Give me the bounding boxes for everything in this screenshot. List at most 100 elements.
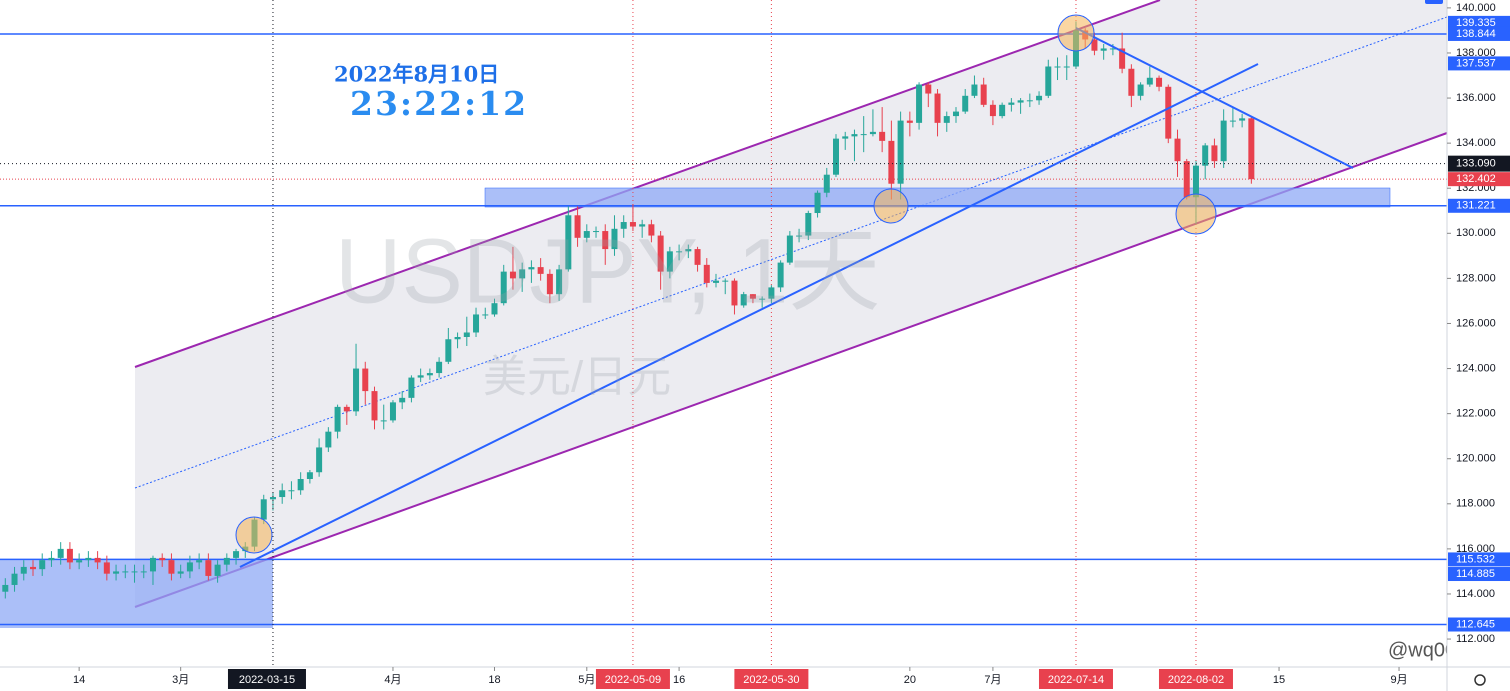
circle [1057,14,1095,52]
candle-body [1248,118,1255,180]
crosshair-y-box [1448,155,1510,172]
date-marker-label: 2022-05-30 [743,674,799,686]
candle-body [786,235,793,263]
x-tick-label: 4月 [384,674,401,686]
circle [1175,193,1217,235]
candle-body [851,134,858,137]
x-tick-label: 20 [904,674,916,686]
candle-body [925,84,932,94]
candle-body [186,562,193,572]
date-marker-label: 2022-05-09 [605,674,661,686]
candle-body [343,406,350,412]
candle-body [574,215,581,238]
y-tick-label: 112.000 [1456,633,1495,645]
candle-body [629,222,636,227]
candle-body [196,560,203,563]
candle-body [48,557,55,561]
candle-body [223,557,230,565]
candle-body [380,420,387,422]
date-marker-box [595,669,670,689]
candle-body [768,287,775,299]
channel-fill [135,0,1447,607]
candle-body [805,213,812,236]
candle-body [943,116,950,123]
y-tick-label: 114.000 [1456,588,1495,600]
candle-body [1202,145,1209,166]
date-marker-box [1038,669,1113,689]
candle-body [666,251,673,272]
subtitle: 23:22:12 [350,84,528,123]
candle-body [94,557,101,563]
crosshair-x-label: 2022-03-15 [239,674,295,686]
candle-body [1192,165,1199,198]
candle-body [1119,48,1126,69]
candle-body [639,224,646,227]
candle-body [306,472,313,480]
candle-body [546,273,553,295]
candle-body [593,231,600,233]
candle-body [906,120,913,123]
y-tick-label: 124.000 [1456,362,1496,374]
candle-body [823,174,830,193]
candle-body [1239,118,1246,121]
settings-icon[interactable] [1474,674,1486,686]
candle-body [537,267,544,274]
channel-upper [134,0,1161,368]
candle-body [860,134,867,136]
watermark-sub: 美元/日元 [483,353,671,402]
candle-body [399,397,406,403]
circle [235,516,273,554]
candle-body [1054,66,1061,68]
candle-body [1174,138,1181,162]
date-marker-label: 2022-07-14 [1048,674,1104,686]
candle-body [713,280,720,283]
candle-body [749,294,756,299]
candle-body [371,391,378,421]
candle-body [759,298,766,300]
candle-body [556,269,563,295]
candle-body [1017,100,1024,103]
price-level-box [1448,567,1510,582]
candle-body [11,573,18,585]
candle-body [1156,77,1163,87]
circle [873,188,909,224]
price-level-box [1448,56,1510,71]
channel-lower [134,132,1447,608]
candle-body [57,548,64,558]
candle-body [260,499,267,520]
candle-body [879,131,886,141]
candle-body [454,336,461,340]
candle-body [214,564,221,576]
candle-body [113,571,120,574]
candle-body [916,84,923,123]
price-level-box [1448,198,1510,213]
title: 2022年8月10日 [334,62,499,87]
x-tick-label: 15 [1273,674,1285,686]
candle-body [159,557,166,561]
candle-body [980,84,987,105]
y-tick-label: 134.000 [1456,137,1496,149]
candle-body [694,249,701,265]
candle-body [528,267,535,270]
candle-body [325,431,332,448]
price-level-box [1448,15,1510,30]
y-tick-label: 118.000 [1456,498,1495,510]
candle-body [1045,66,1052,96]
price-level-label: 112.645 [1456,618,1495,630]
candle-body [389,402,396,421]
y-tick-label: 126.000 [1456,317,1496,329]
candle-body [436,361,443,374]
candle-body [1165,86,1172,139]
price-level-label: 137.537 [1456,57,1496,69]
candle-body [39,560,46,570]
candle-body [233,551,240,558]
candle-body [989,104,996,117]
candle-body [168,560,175,574]
candle-body [279,490,286,498]
candle-body [316,447,323,473]
candle-body [463,332,470,337]
axis-button[interactable] [1425,0,1443,4]
date-marker-box [1158,669,1233,689]
candle-body [1229,120,1236,122]
candle-body [177,571,184,574]
